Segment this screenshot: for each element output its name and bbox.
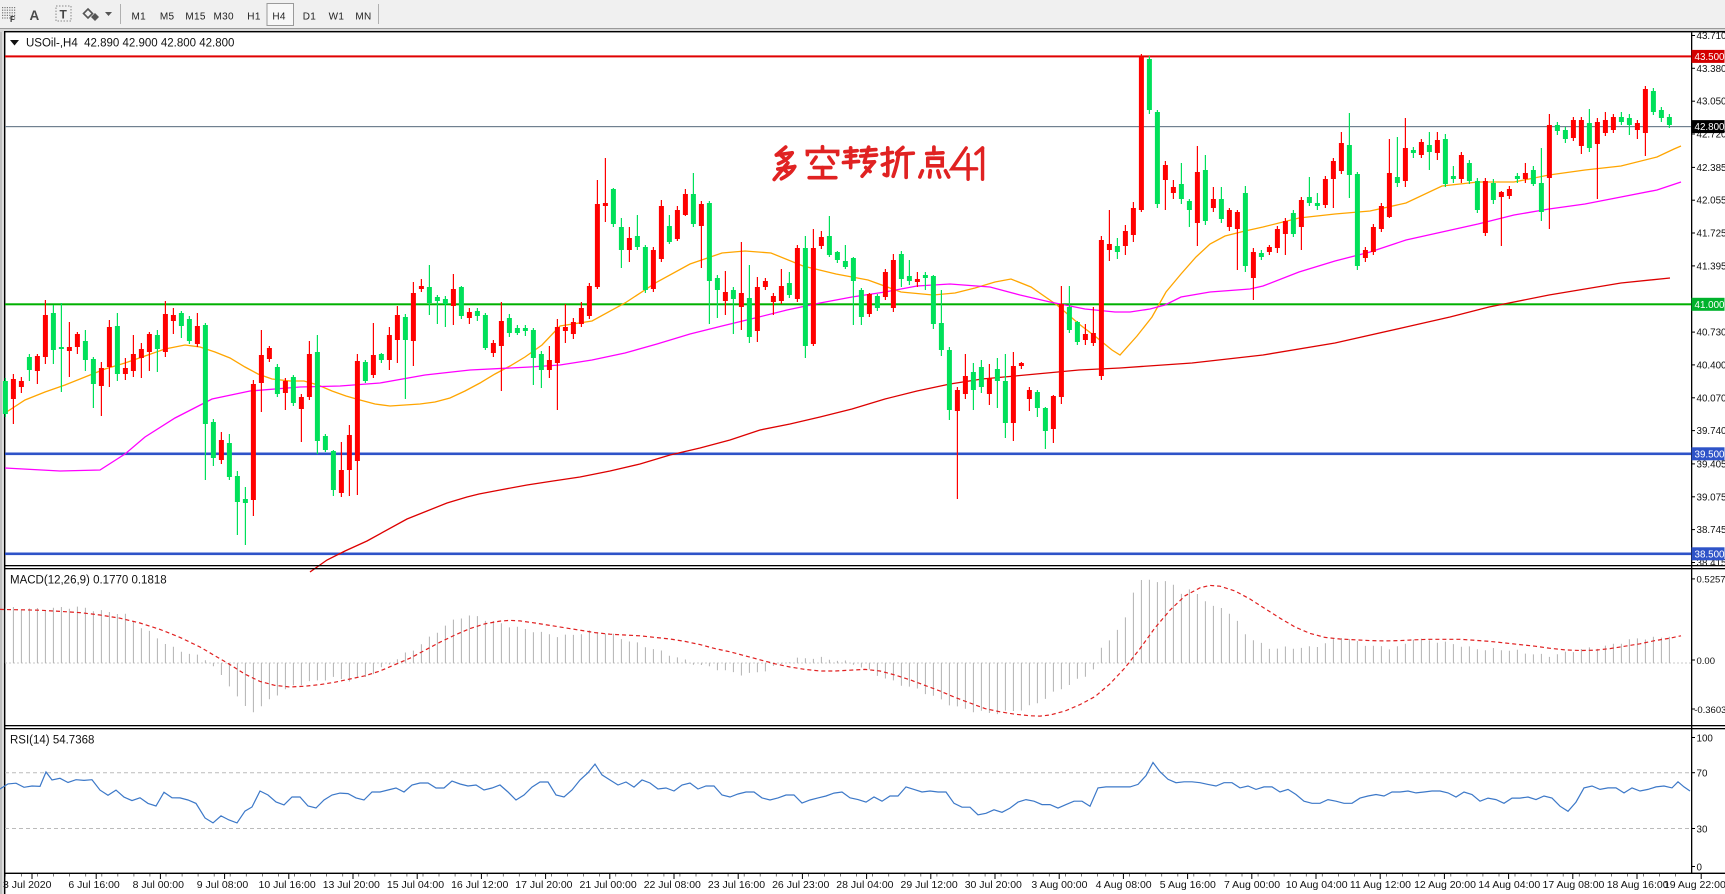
svg-text:D1: D1 [303, 12, 317, 23]
svg-text:0: 0 [1697, 862, 1703, 873]
svg-text:17 Jul 20:00: 17 Jul 20:00 [515, 879, 572, 891]
svg-text:21 Jul 00:00: 21 Jul 00:00 [580, 879, 637, 891]
svg-text:M15: M15 [185, 12, 205, 23]
svg-text:41.000: 41.000 [1695, 300, 1725, 311]
svg-text:T: T [60, 8, 68, 22]
svg-text:29 Jul 12:00: 29 Jul 12:00 [901, 879, 958, 891]
svg-text:41.725: 41.725 [1697, 229, 1725, 240]
svg-text:MN: MN [355, 12, 371, 23]
svg-text:F: F [10, 15, 15, 24]
svg-text:6 Jul 16:00: 6 Jul 16:00 [68, 879, 120, 891]
svg-text:3 Jul 2020: 3 Jul 2020 [3, 879, 52, 891]
svg-text:RSI(14) 54.7368: RSI(14) 54.7368 [10, 735, 94, 747]
svg-text:43.710: 43.710 [1697, 31, 1725, 42]
svg-text:A: A [30, 8, 40, 23]
svg-text:40.400: 40.400 [1697, 360, 1725, 371]
svg-text:100: 100 [1697, 733, 1714, 744]
svg-text:M1: M1 [131, 12, 146, 23]
svg-text:5 Aug 16:00: 5 Aug 16:00 [1160, 879, 1216, 891]
svg-text:10 Jul 16:00: 10 Jul 16:00 [259, 879, 316, 891]
svg-text:11 Aug 12:00: 11 Aug 12:00 [1350, 879, 1411, 891]
svg-text:USOil-,H4 42.890 42.900 42.80: USOil-,H4 42.890 42.900 42.800 42.800 [26, 38, 234, 50]
svg-text:19 Aug 22:00: 19 Aug 22:00 [1664, 879, 1725, 891]
svg-text:M5: M5 [160, 12, 175, 23]
svg-text:13 Jul 20:00: 13 Jul 20:00 [323, 879, 380, 891]
svg-text:M30: M30 [214, 12, 234, 23]
svg-text:40.070: 40.070 [1697, 393, 1725, 404]
svg-text:38.500: 38.500 [1695, 549, 1725, 560]
svg-text:43.500: 43.500 [1695, 52, 1725, 63]
svg-text:42.800: 42.800 [1695, 122, 1725, 133]
svg-text:8 Jul 00:00: 8 Jul 00:00 [133, 879, 185, 891]
svg-text:16 Jul 12:00: 16 Jul 12:00 [451, 879, 508, 891]
svg-text:10 Aug 04:00: 10 Aug 04:00 [1286, 879, 1348, 891]
svg-text:H4: H4 [272, 12, 286, 23]
svg-text:40.730: 40.730 [1697, 328, 1725, 339]
svg-text:-0.3603: -0.3603 [1694, 705, 1725, 716]
svg-text:43.050: 43.050 [1697, 97, 1725, 108]
svg-text:39.405: 39.405 [1697, 459, 1725, 470]
svg-text:41.395: 41.395 [1697, 261, 1725, 272]
svg-text:9 Jul 08:00: 9 Jul 08:00 [197, 879, 249, 891]
svg-text:70: 70 [1697, 769, 1708, 780]
svg-text:39.740: 39.740 [1697, 426, 1725, 437]
svg-text:23 Jul 16:00: 23 Jul 16:00 [708, 879, 765, 891]
svg-text:38.745: 38.745 [1697, 525, 1725, 536]
svg-text:0.00: 0.00 [1697, 656, 1716, 667]
svg-text:14 Aug 04:00: 14 Aug 04:00 [1478, 879, 1540, 891]
svg-text:43.380: 43.380 [1697, 64, 1725, 75]
svg-text:28 Jul 04:00: 28 Jul 04:00 [836, 879, 893, 891]
svg-text:38.415: 38.415 [1697, 558, 1725, 569]
svg-text:H1: H1 [247, 12, 261, 23]
svg-text:42.720: 42.720 [1697, 130, 1725, 141]
svg-text:30: 30 [1697, 824, 1708, 835]
svg-text:26 Jul 23:00: 26 Jul 23:00 [772, 879, 829, 891]
svg-text:42.385: 42.385 [1697, 163, 1725, 174]
svg-text:22 Jul 08:00: 22 Jul 08:00 [644, 879, 701, 891]
svg-text:7 Aug 00:00: 7 Aug 00:00 [1224, 879, 1280, 891]
svg-text:W1: W1 [329, 12, 345, 23]
svg-text:12 Aug 20:00: 12 Aug 20:00 [1414, 879, 1476, 891]
svg-text:3 Aug 00:00: 3 Aug 00:00 [1031, 879, 1087, 891]
svg-text:30 Jul 20:00: 30 Jul 20:00 [965, 879, 1022, 891]
svg-text:MACD(12,26,9) 0.1770 0.1818: MACD(12,26,9) 0.1770 0.1818 [10, 575, 167, 587]
svg-text:18 Aug 16:00: 18 Aug 16:00 [1607, 879, 1669, 891]
svg-text:0.5257: 0.5257 [1697, 575, 1725, 586]
svg-text:15 Jul 04:00: 15 Jul 04:00 [387, 879, 444, 891]
svg-text:4 Aug 08:00: 4 Aug 08:00 [1096, 879, 1152, 891]
svg-text:39.075: 39.075 [1697, 492, 1725, 503]
svg-text:39.500: 39.500 [1695, 449, 1725, 460]
svg-text:17 Aug 08:00: 17 Aug 08:00 [1543, 879, 1605, 891]
svg-text:42.055: 42.055 [1697, 196, 1725, 207]
